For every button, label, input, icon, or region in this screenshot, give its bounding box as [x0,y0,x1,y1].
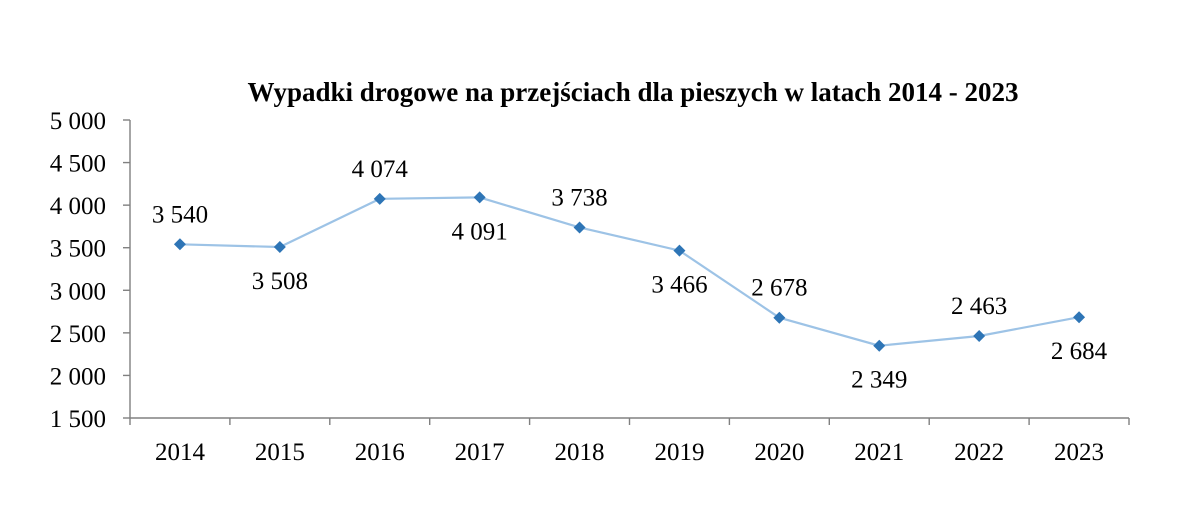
y-tick-label: 4 000 [50,193,106,220]
x-axis-ticks: 2014 2015 2016 2017 2018 2019 2020 2021 2022 2023 [129,418,1130,466]
data-label: 2 463 [951,293,1007,320]
y-tick-label: 2 500 [50,321,106,348]
data-label: 2 684 [1051,338,1108,365]
x-tick-label: 2023 [1054,439,1104,466]
data-point-marker [273,241,286,254]
data-point-marker [673,244,686,257]
data-point-marker [173,238,186,251]
y-tick-label: 2 000 [50,363,106,390]
data-point-marker [773,311,786,324]
x-tick-label: 2017 [455,439,505,466]
y-tick-label: 1 500 [50,406,106,433]
x-tick-label: 2014 [155,439,206,466]
x-tick-label: 2020 [754,439,804,466]
x-tick-label: 2015 [255,439,305,466]
data-label: 3 540 [152,201,208,228]
data-label: 3 738 [551,184,607,211]
data-point-marker [1073,311,1086,324]
data-label-group: 3 540 3 508 4 074 4 091 3 738 3 466 2 678 2 349… [152,156,1108,394]
data-label: 3 466 [651,272,707,299]
chart-title: Wypadki drogowe na przejściach dla piesz… [247,77,1018,107]
data-point-marker [473,191,486,204]
data-point-marker [573,221,586,234]
y-axis-ticks: 5 000 4 500 4 000 3 500 3 000 2 500 2 000 1 500 [50,108,130,433]
y-tick-label: 3 500 [50,236,106,263]
data-point-marker [873,339,886,352]
x-tick-label: 2016 [355,439,405,466]
y-tick-label: 5 000 [50,108,106,135]
data-point-marker [373,192,386,205]
series-group [173,191,1086,352]
data-point-marker [973,330,986,343]
data-label: 2 349 [851,367,907,394]
x-tick-label: 2022 [954,439,1004,466]
data-label: 2 678 [751,275,807,302]
data-label: 4 074 [352,156,409,183]
y-tick-label: 4 500 [50,151,106,178]
x-tick-label: 2019 [654,439,704,466]
y-tick-label: 3 000 [50,278,106,305]
x-tick-label: 2021 [854,439,904,466]
series-line [179,196,1080,347]
data-label: 3 508 [252,268,308,295]
x-tick-label: 2018 [555,439,605,466]
data-label: 4 091 [452,218,508,245]
